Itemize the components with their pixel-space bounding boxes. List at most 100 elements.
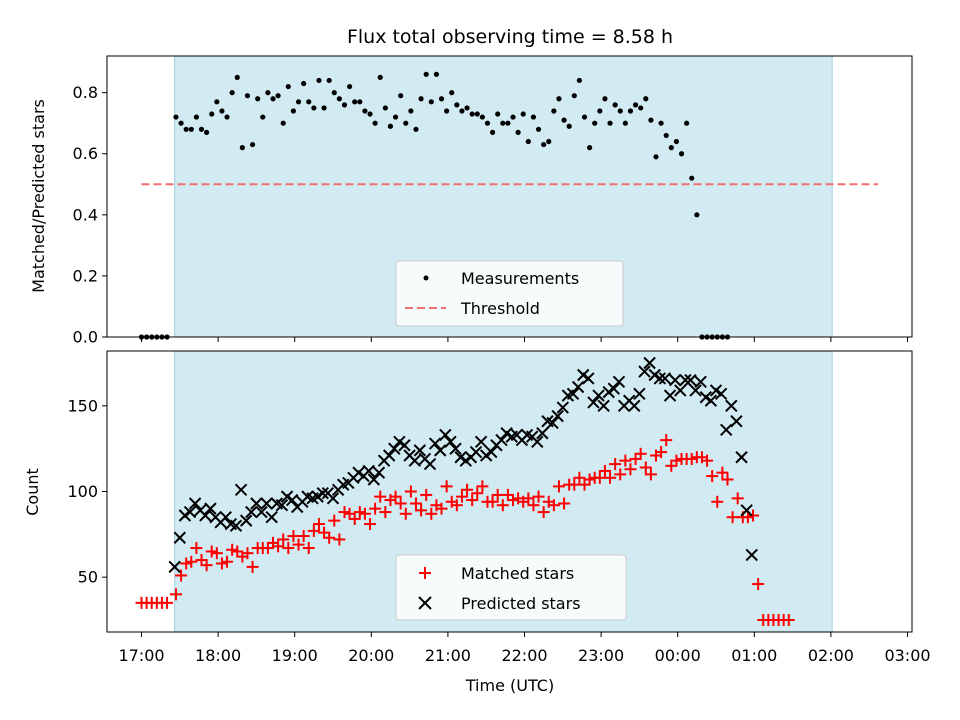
matched-point xyxy=(660,434,673,447)
measurement-point xyxy=(265,90,271,96)
predicted-point-b xyxy=(316,487,329,500)
measurement-point xyxy=(541,141,547,148)
predicted-point xyxy=(265,510,278,524)
x-tick-label: 17:00 xyxy=(118,646,164,665)
predicted-point xyxy=(367,473,381,486)
predicted-point xyxy=(260,497,273,510)
predicted-point-b xyxy=(398,439,411,452)
matched-point xyxy=(726,511,739,524)
predicted-point xyxy=(679,373,692,387)
bottom-y-ticks: 50 100 150 xyxy=(67,396,107,587)
top-y-tick-label: 0.8 xyxy=(73,83,98,102)
matched-point xyxy=(701,454,714,467)
measurement-point xyxy=(372,120,378,126)
predicted-point-b xyxy=(684,373,697,387)
matched-point xyxy=(731,492,744,505)
matched-point xyxy=(292,538,305,551)
predicted-point xyxy=(413,444,427,457)
measurement-point xyxy=(459,108,465,114)
predicted-point-b xyxy=(469,445,483,459)
matched-point xyxy=(180,557,193,570)
measurement-point xyxy=(622,120,628,126)
matched-point xyxy=(379,506,392,519)
measurement-point xyxy=(627,108,634,114)
matched-point xyxy=(369,502,382,515)
predicted-point-b xyxy=(699,391,712,404)
predicted-point xyxy=(250,497,263,510)
measurement-point xyxy=(423,71,429,77)
predicted-point xyxy=(434,444,447,457)
predicted-point xyxy=(597,399,610,413)
measurement-point xyxy=(602,96,608,102)
top-y-tick-label: 0.6 xyxy=(73,144,98,163)
matched-point xyxy=(624,463,637,476)
matched-point xyxy=(486,495,499,508)
measurement-point xyxy=(183,126,189,132)
predicted-point-b xyxy=(587,396,600,409)
measurement-point xyxy=(311,105,317,111)
matched-point xyxy=(741,511,754,524)
top-x-ticks xyxy=(141,337,908,342)
matched-point xyxy=(604,471,617,484)
measurement-point xyxy=(290,108,297,114)
predicted-point-b xyxy=(280,490,294,503)
predicted-point xyxy=(566,387,580,401)
predicted-point-b xyxy=(382,449,396,462)
predicted-point xyxy=(612,375,626,389)
predicted-point xyxy=(663,389,677,402)
predicted-point xyxy=(234,483,248,496)
measurement-point xyxy=(382,105,388,111)
matched-point xyxy=(629,452,642,465)
matched-point xyxy=(374,490,387,503)
matched-point xyxy=(185,555,198,568)
predicted-point xyxy=(449,442,462,455)
predicted-point-b xyxy=(367,473,381,486)
matched-point xyxy=(277,533,290,546)
predicted-point xyxy=(204,502,217,515)
predicted-point-b xyxy=(239,514,253,527)
predicted-point-b xyxy=(689,384,702,397)
predicted-point-b xyxy=(495,433,508,447)
predicted-point xyxy=(245,505,258,519)
predicted-point xyxy=(571,380,585,394)
bottom-y-tick-label: 100 xyxy=(67,482,98,501)
matched-point xyxy=(399,507,412,520)
matched-point xyxy=(614,468,627,481)
predicted-point xyxy=(546,416,559,430)
top-legend: Measurements Threshold xyxy=(395,260,624,327)
predicted-point-b xyxy=(173,531,187,544)
x-tick-label: 23:00 xyxy=(578,646,624,665)
bottom-x-ticks: 17:00 18:00 19:00 20:00 21:00 22:00 23:00 00:00… xyxy=(118,632,931,665)
predicted-point xyxy=(398,439,411,452)
predicted-point-b xyxy=(168,560,181,574)
predicted-point-b xyxy=(653,372,667,385)
matched-point xyxy=(522,492,535,505)
predicted-point xyxy=(633,387,646,401)
matched-point xyxy=(215,557,228,570)
matched-point xyxy=(670,454,683,467)
matched-point xyxy=(639,461,652,474)
predicted-point xyxy=(362,464,375,478)
legend-matched-label: Matched stars xyxy=(461,564,574,583)
measurement-point xyxy=(214,99,220,105)
measurement-point xyxy=(377,74,383,80)
measurement-point xyxy=(392,114,399,120)
measurement-point xyxy=(285,83,291,90)
matched-point xyxy=(573,471,586,484)
measurement-point xyxy=(316,77,322,84)
measurement-point xyxy=(566,123,572,129)
predicted-point-b xyxy=(648,368,661,382)
matched-point xyxy=(297,530,310,543)
matched-point xyxy=(609,458,622,471)
matched-point xyxy=(593,471,606,484)
predicted-point-b xyxy=(255,505,268,519)
measurement-point xyxy=(239,145,245,151)
measurement-point xyxy=(581,114,588,120)
predicted-point xyxy=(745,548,758,562)
matched-point xyxy=(568,478,581,491)
predicted-point-b xyxy=(745,548,758,562)
measurement-point xyxy=(193,114,199,120)
measurement-point xyxy=(535,126,542,132)
measurement-point xyxy=(678,151,685,157)
predicted-point-b xyxy=(597,399,610,413)
